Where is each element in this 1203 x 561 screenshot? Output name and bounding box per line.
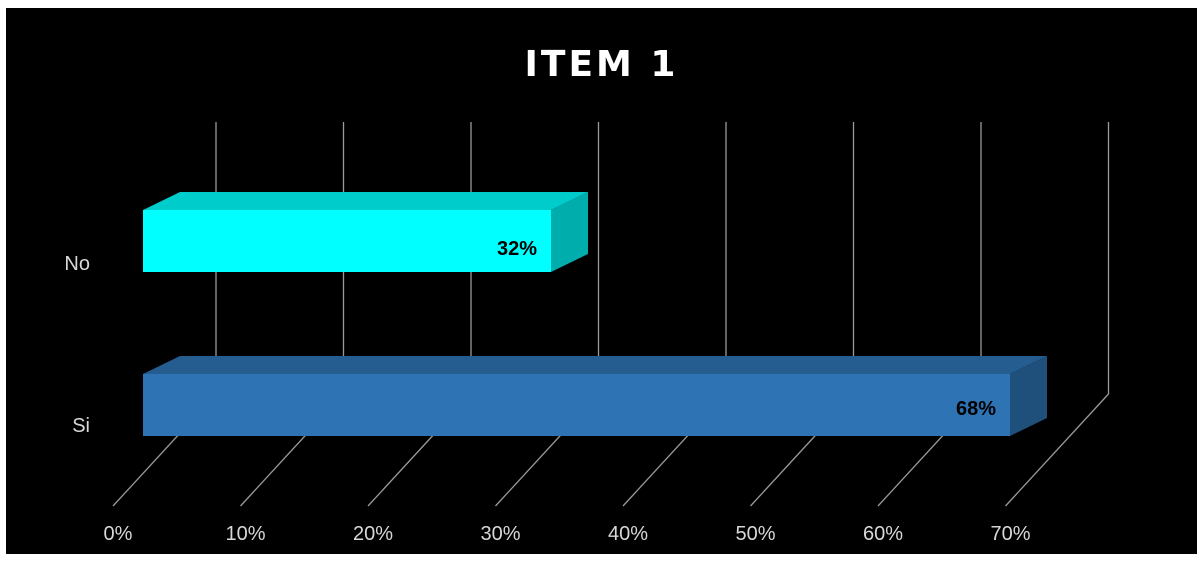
floor-gridline [1005, 393, 1109, 507]
category-label: Si [72, 415, 90, 437]
data-label: 68% [956, 398, 996, 420]
x-tick-label: 30% [480, 523, 520, 545]
x-tick-label: 50% [735, 523, 775, 545]
bar [143, 356, 1047, 436]
bar-side-face [1010, 356, 1047, 436]
bar-front-face [143, 374, 1010, 436]
x-tick-label: 40% [608, 523, 648, 545]
bar-front-face [143, 210, 551, 272]
bars [143, 192, 1047, 436]
gridlines [112, 122, 1110, 507]
chart-title: ITEM 1 [524, 44, 679, 85]
data-label: 32% [497, 238, 537, 260]
category-label: No [64, 253, 90, 275]
x-tick-label: 20% [353, 523, 393, 545]
bar-side-face [551, 192, 588, 272]
labels: 0% 10% 20% 30% 40% 50% 60% 70% 68% Si 32% No [64, 238, 1030, 545]
x-tick-label: 10% [225, 523, 265, 545]
bar [143, 192, 588, 272]
chart-area: ITEM 1 0% 10% 20% 30% 40% 50% 60% 70% 68% Si 32% No [6, 8, 1197, 554]
bar-top-face [143, 192, 588, 210]
x-tick-label: 0% [104, 523, 133, 545]
x-tick-label: 60% [863, 523, 903, 545]
bar-top-face [143, 356, 1047, 374]
x-tick-label: 70% [990, 523, 1030, 545]
bar-chart: 0% 10% 20% 30% 40% 50% 60% 70% 68% Si 32% No [64, 122, 1110, 545]
